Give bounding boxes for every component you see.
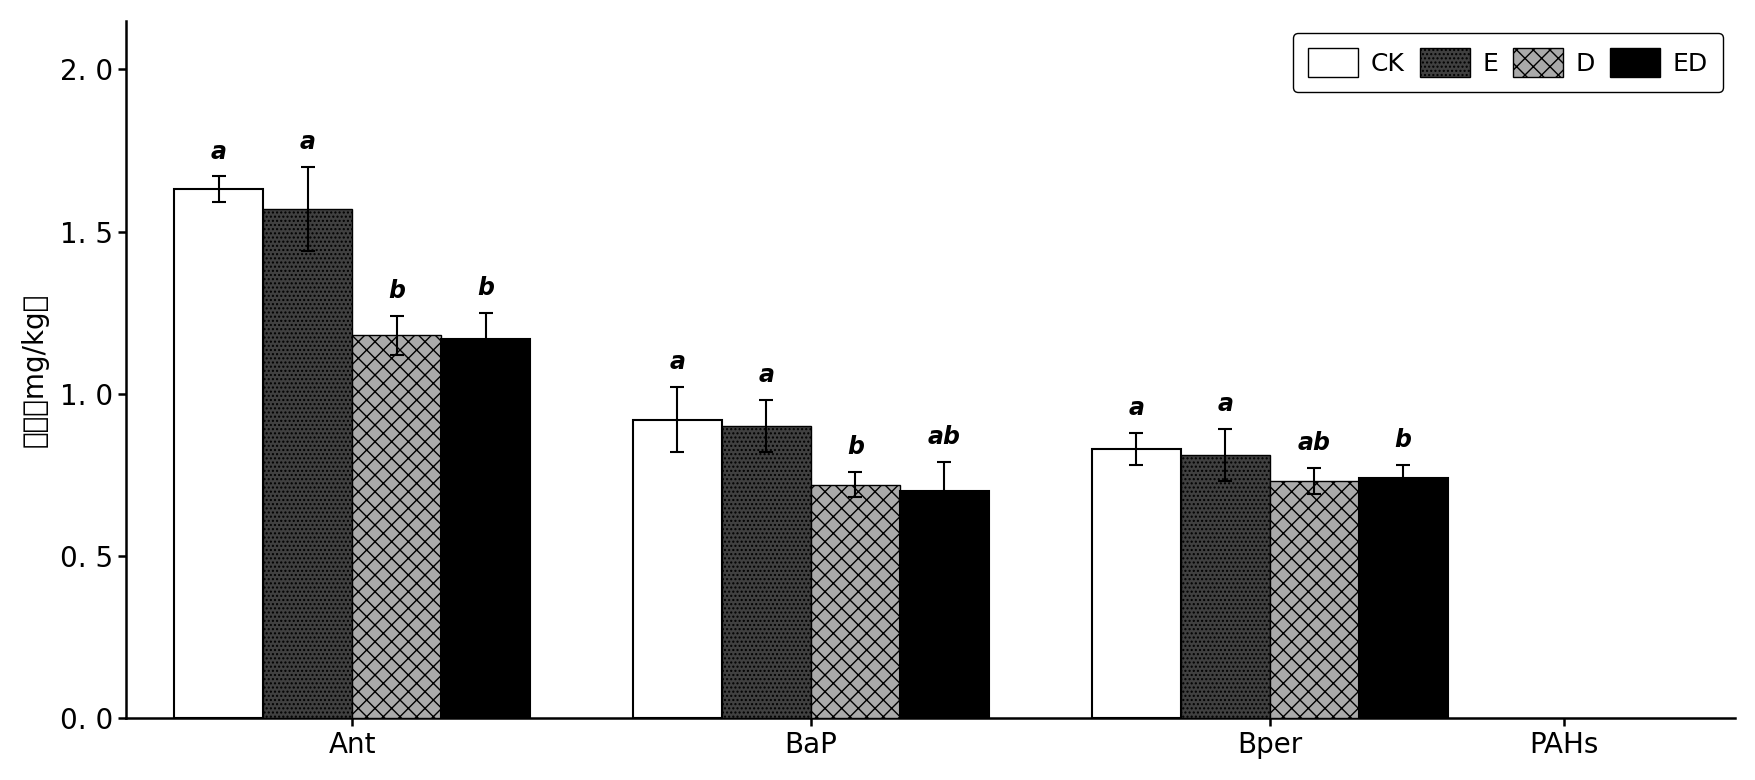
Bar [174,190,263,718]
Bar [1179,456,1269,718]
Text: ab: ab [1297,431,1330,456]
Bar [263,209,353,718]
Text: b: b [846,434,863,459]
Text: b: b [388,279,405,303]
Text: a: a [300,129,316,154]
Text: a: a [1127,395,1144,420]
Bar [1358,478,1446,718]
Text: b: b [1393,428,1411,452]
Text: b: b [477,275,493,300]
Bar [1092,448,1179,718]
Text: a: a [211,140,226,164]
Y-axis label: 含量（mg/kg）: 含量（mg/kg） [21,292,49,446]
Text: a: a [669,350,684,374]
Legend: CK, E, D, ED: CK, E, D, ED [1292,34,1722,92]
Bar [1269,481,1358,718]
Bar [441,339,530,718]
Bar [900,491,988,718]
Bar [353,335,441,718]
Bar [721,426,811,718]
Bar [632,420,721,718]
Text: a: a [1216,392,1232,417]
Text: ab: ab [927,425,960,448]
Text: a: a [758,363,774,387]
Bar [811,484,900,718]
